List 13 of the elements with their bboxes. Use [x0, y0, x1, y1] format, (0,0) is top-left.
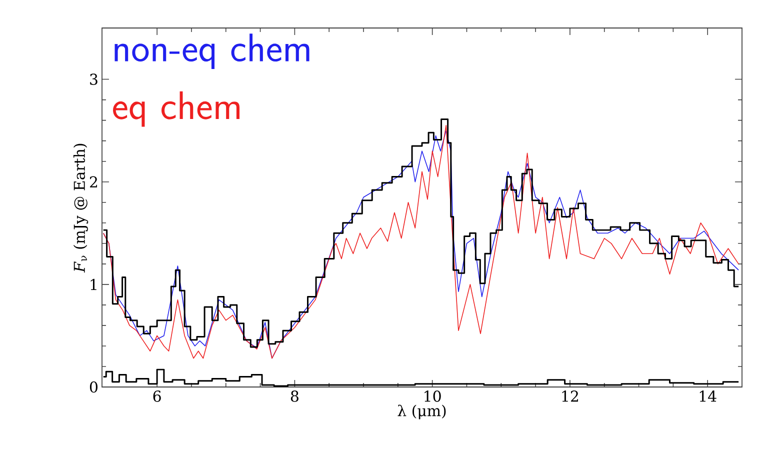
y-axis-title: F$_{ν}$ (mJy @ Earth) [73, 144, 88, 273]
y-tick-label: 3 [90, 74, 98, 85]
text: eq chem [113, 91, 240, 127]
y-tick-label: 1 [90, 278, 96, 290]
x-tick-label: 10 [424, 390, 441, 402]
x-tick-label: 12 [562, 390, 578, 402]
y-tick-label: 2 [90, 176, 98, 188]
y-tick-label: 0 [90, 381, 98, 393]
text: non-eq chem [114, 34, 310, 70]
x-tick-label: 6 [153, 390, 161, 402]
x-axis-title: λ (μm) [398, 404, 446, 420]
x-tick-label: 8 [290, 390, 298, 402]
x-tick-label: 14 [700, 390, 716, 402]
